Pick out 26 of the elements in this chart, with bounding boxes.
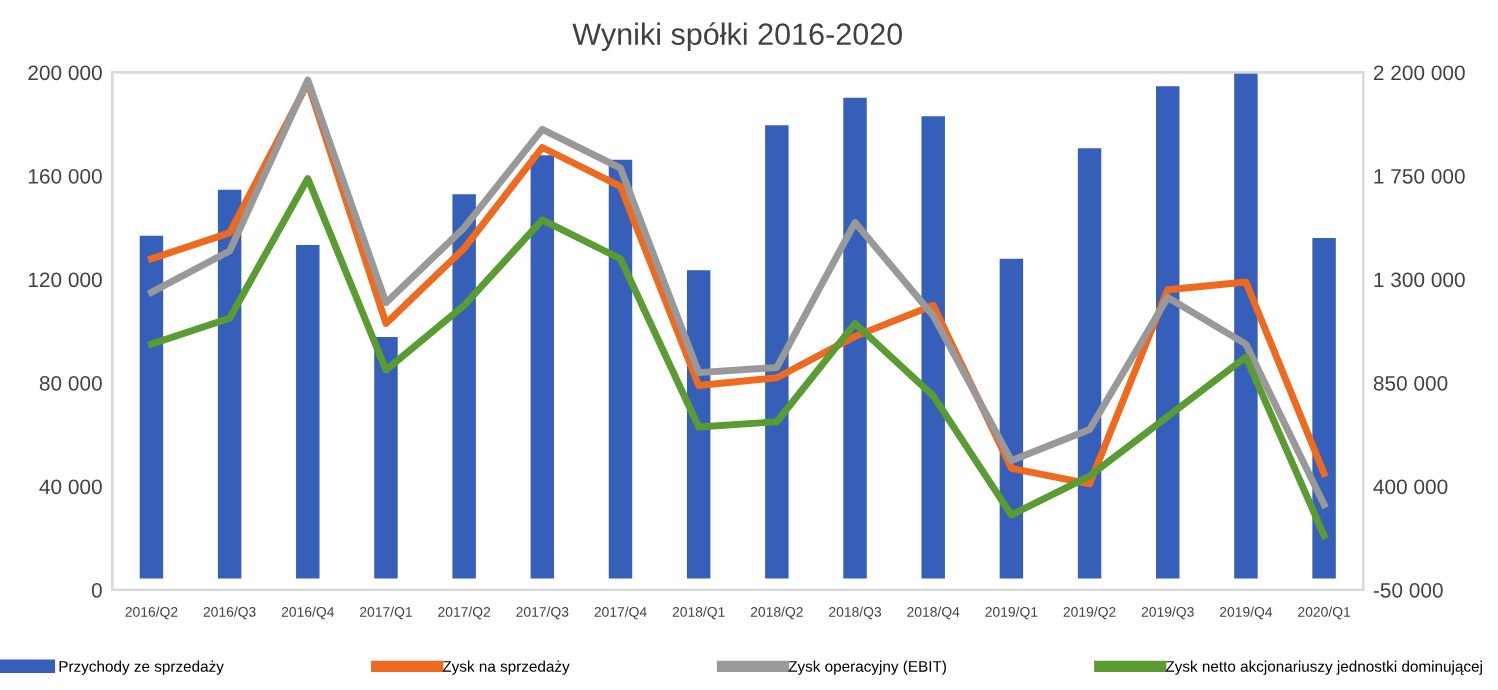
y-tick-label: 200 000	[28, 65, 102, 81]
y-tick-label: 0	[91, 582, 102, 598]
bar	[530, 155, 555, 579]
bar	[374, 336, 398, 579]
y2-tick-label: 2 200 000	[1373, 65, 1465, 81]
y2-tick-label: 850 000	[1373, 375, 1448, 391]
bar	[1312, 238, 1336, 579]
y2-tick-label: 1 750 000	[1374, 168, 1465, 184]
bar	[296, 244, 320, 579]
chart-title: Wyniki spółki 2016-2020	[572, 22, 903, 52]
bar	[1234, 72, 1258, 579]
bar	[1077, 148, 1102, 579]
y2-tick-label: 400 000	[1373, 479, 1448, 495]
bar	[139, 235, 164, 579]
line-series	[147, 175, 1328, 540]
y-tick-label: 120 000	[28, 272, 102, 288]
y-tick-label: 160 000	[28, 168, 102, 184]
y2-tick-label: 1 300 000	[1374, 272, 1465, 288]
bar	[1156, 86, 1180, 579]
y2-tick-label: -50 000	[1373, 582, 1443, 598]
y-tick-label: 80 000	[39, 375, 102, 391]
bar	[921, 116, 945, 579]
bar	[765, 125, 789, 579]
y-tick-label: 40 000	[39, 479, 102, 495]
bar	[843, 97, 867, 579]
bar	[452, 194, 476, 579]
